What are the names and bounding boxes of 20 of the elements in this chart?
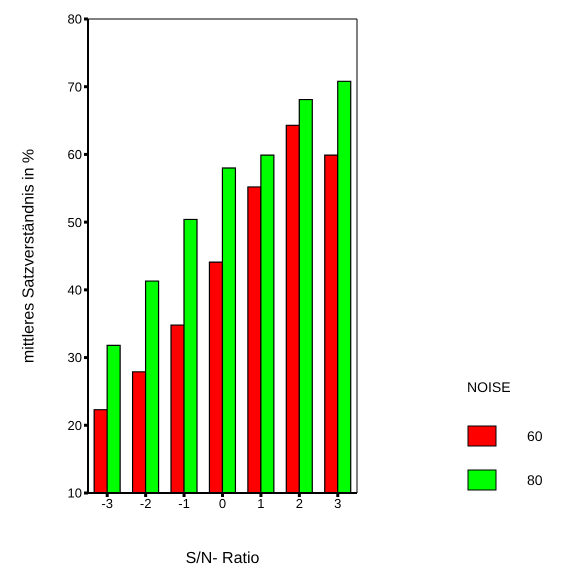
x-tick-label: -2 [140,496,152,512]
y-tick-label: 30 [68,350,82,366]
x-axis-title: S/N- Ratio [186,550,260,567]
y-tick-label: 60 [68,147,82,162]
x-tick-label: 2 [296,496,303,512]
y-tick-label: 20 [68,418,82,433]
x-tick-label: 3 [334,496,342,512]
x-tick-label: 1 [257,496,265,512]
y-axis-title: mittleres Satzverständnis in % [20,148,38,364]
legend-title: NOISE [467,379,512,395]
x-tick-label: -1 [178,496,190,512]
y-tick-label: 80 [68,12,82,27]
legend-label: 80 [527,472,543,488]
y-tick-label: 10 [68,486,82,501]
x-tick-label: -3 [101,496,113,512]
legend-label: 60 [527,428,543,444]
y-tick-label: 50 [68,214,82,230]
x-tick-label: 0 [218,496,226,512]
y-tick-label: 70 [68,79,82,94]
y-tick-label: 40 [68,282,82,298]
